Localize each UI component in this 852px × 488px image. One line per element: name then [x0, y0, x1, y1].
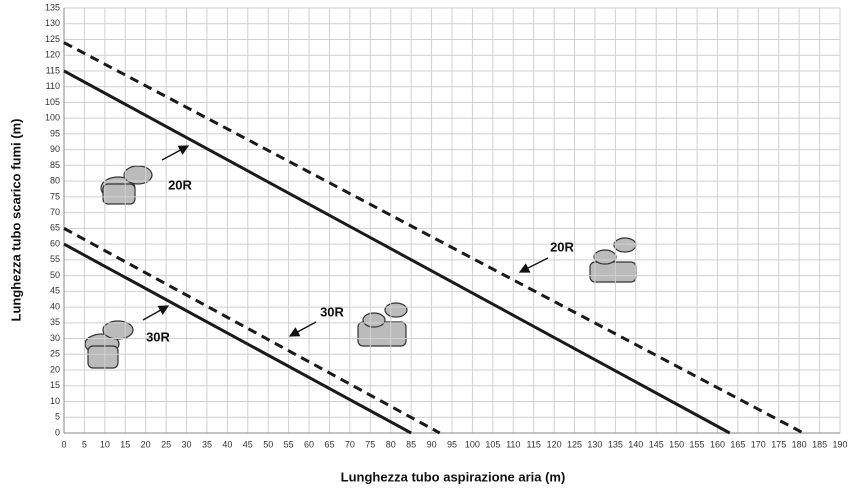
x-tick-label: 190 [832, 439, 847, 449]
y-tick-label: 125 [45, 34, 60, 44]
x-tick-label: 175 [771, 439, 786, 449]
y-tick-label: 25 [50, 349, 60, 359]
x-tick-label: 85 [406, 439, 416, 449]
x-tick-label: 20 [141, 439, 151, 449]
y-tick-label: 105 [45, 97, 60, 107]
x-tick-label: 150 [669, 439, 684, 449]
x-tick-label: 155 [690, 439, 705, 449]
y-tick-label: 70 [50, 207, 60, 217]
y-tick-label: 135 [45, 2, 60, 12]
x-tick-label: 5 [82, 439, 87, 449]
y-tick-label: 15 [50, 380, 60, 390]
x-tick-label: 0 [61, 439, 66, 449]
y-tick-label: 95 [50, 128, 60, 138]
y-tick-label: 50 [50, 270, 60, 280]
x-axis-title: Lunghezza tubo aspirazione aria (m) [341, 469, 566, 484]
fitting-icon [357, 302, 408, 347]
x-tick-label: 165 [730, 439, 745, 449]
x-tick-label: 10 [100, 439, 110, 449]
y-tick-label: 110 [46, 81, 60, 91]
y-tick-label: 65 [50, 223, 60, 233]
y-tick-label: 20 [50, 364, 60, 374]
annotation-arrow [161, 145, 190, 161]
x-tick-label: 50 [263, 439, 273, 449]
x-tick-label: 140 [628, 439, 643, 449]
y-tick-label: 35 [50, 317, 60, 327]
x-tick-label: 90 [427, 439, 437, 449]
x-tick-label: 185 [812, 439, 827, 449]
series-label: 30R [320, 304, 344, 319]
x-tick-label: 65 [324, 439, 334, 449]
y-tick-label: 75 [50, 191, 60, 201]
y-tick-label: 40 [50, 301, 60, 311]
x-tick-label: 95 [447, 439, 457, 449]
series-line [63, 41, 804, 435]
x-tick-label: 130 [587, 439, 602, 449]
y-tick-label: 60 [50, 238, 60, 248]
x-tick-label: 45 [243, 439, 253, 449]
y-tick-label: 5 [55, 412, 60, 422]
x-tick-label: 110 [506, 439, 520, 449]
x-tick-label: 115 [527, 439, 541, 449]
y-axis-title: Lunghezza tubo scarico fumi (m) [8, 119, 23, 322]
x-tick-label: 170 [751, 439, 766, 449]
series-line [63, 227, 441, 435]
x-tick-label: 105 [485, 439, 500, 449]
x-tick-label: 30 [182, 439, 192, 449]
series-label: 20R [168, 177, 192, 192]
y-tick-label: 100 [45, 113, 60, 123]
x-tick-label: 135 [608, 439, 623, 449]
x-tick-label: 180 [792, 439, 807, 449]
y-tick-label: 55 [50, 254, 60, 264]
y-tick-label: 10 [50, 396, 60, 406]
annotation-arrow [518, 257, 549, 273]
x-tick-label: 75 [365, 439, 375, 449]
x-tick-label: 60 [304, 439, 314, 449]
series-label: 20R [550, 239, 574, 254]
y-tick-label: 90 [50, 144, 60, 154]
y-tick-label: 0 [55, 427, 60, 437]
y-tick-label: 45 [50, 286, 60, 296]
annotation-arrow [288, 321, 317, 337]
series-line [63, 242, 412, 435]
x-tick-label: 120 [547, 439, 562, 449]
y-tick-label: 120 [45, 50, 60, 60]
y-tick-label: 30 [50, 333, 60, 343]
x-tick-label: 55 [284, 439, 294, 449]
annotation-arrow [142, 305, 170, 321]
x-tick-label: 25 [161, 439, 171, 449]
fitting-icon [100, 165, 153, 205]
x-tick-label: 70 [345, 439, 355, 449]
x-tick-label: 125 [567, 439, 582, 449]
x-tick-label: 40 [222, 439, 232, 449]
x-tick-label: 100 [465, 439, 480, 449]
x-tick-label: 80 [386, 439, 396, 449]
x-tick-label: 145 [649, 439, 664, 449]
y-tick-label: 130 [45, 18, 60, 28]
y-tick-label: 80 [50, 176, 60, 186]
series-line [63, 69, 731, 435]
fitting-icon [84, 320, 134, 369]
series-label: 30R [146, 329, 170, 344]
y-tick-label: 115 [46, 65, 60, 75]
x-tick-label: 15 [120, 439, 130, 449]
x-tick-label: 35 [202, 439, 212, 449]
y-tick-label: 85 [50, 160, 60, 170]
x-tick-label: 160 [710, 439, 725, 449]
